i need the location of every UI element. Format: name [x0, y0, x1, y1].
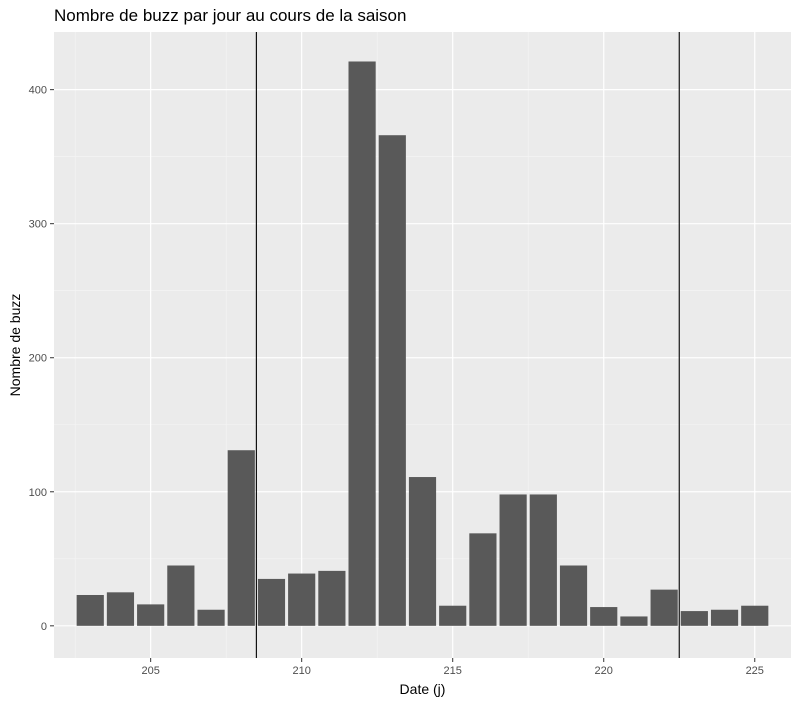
x-axis-ticks: 205 210 215 220 225 [141, 658, 764, 677]
bar-day-217 [499, 494, 527, 626]
bar-day-225 [741, 605, 769, 626]
bar-day-221 [620, 616, 648, 626]
bars-group [76, 61, 769, 626]
bar-day-205 [137, 604, 165, 626]
bar-day-203 [76, 594, 104, 626]
x-tick-label: 210 [293, 665, 311, 677]
bar-day-219 [559, 565, 588, 626]
bar-day-213 [378, 135, 406, 626]
bar-day-223 [680, 611, 708, 626]
bar-day-214 [408, 477, 437, 626]
bar-day-210 [288, 573, 316, 626]
bar-day-206 [167, 565, 195, 626]
bar-day-218 [529, 494, 557, 626]
vertical-reference-lines [255, 32, 680, 658]
bar-day-222 [650, 589, 678, 626]
y-tick-label: 400 [29, 85, 47, 97]
y-axis-ticks: 0 100 200 300 400 [29, 85, 54, 633]
bar-day-216 [469, 533, 497, 626]
bar-day-209 [257, 578, 286, 626]
y-axis-title: Nombre de buzz [7, 294, 23, 397]
bar-day-212 [348, 61, 376, 626]
x-tick-label: 205 [141, 665, 159, 677]
y-tick-label: 200 [29, 353, 47, 365]
bar-day-215 [439, 605, 467, 626]
x-tick-label: 220 [595, 665, 613, 677]
x-tick-label: 225 [746, 665, 764, 677]
bar-day-220 [590, 607, 618, 626]
bar-day-211 [318, 570, 346, 626]
bar-day-204 [106, 592, 135, 626]
bar-day-208 [227, 450, 255, 626]
y-tick-label: 300 [29, 219, 47, 231]
y-tick-label: 0 [41, 621, 47, 633]
y-tick-label: 100 [29, 487, 47, 499]
bar-day-224 [710, 609, 739, 626]
chart-title: Nombre de buzz par jour au cours de la s… [54, 6, 407, 25]
x-axis-title: Date (j) [400, 681, 446, 697]
x-tick-label: 215 [444, 665, 462, 677]
bar-day-207 [197, 609, 225, 626]
